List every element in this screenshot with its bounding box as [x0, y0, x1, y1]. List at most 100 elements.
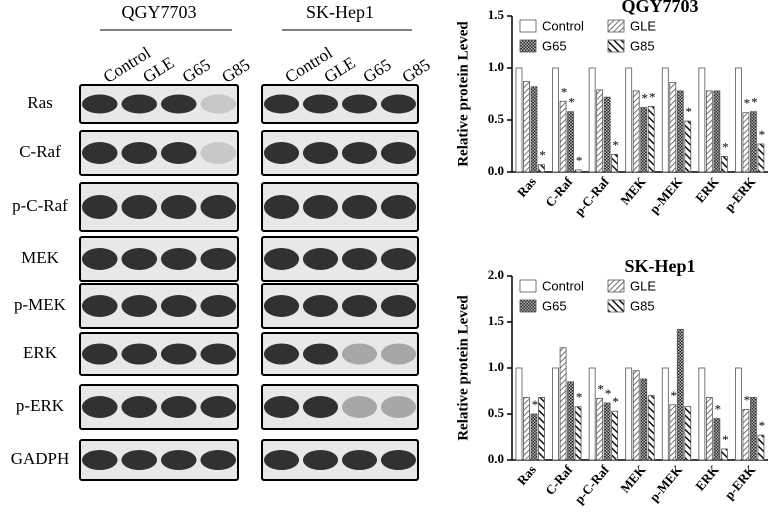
- blot-band: [302, 396, 339, 418]
- bar: [625, 367, 633, 461]
- significance-mark: *: [751, 95, 758, 110]
- blot-frame: [261, 384, 419, 430]
- blot-band: [160, 343, 197, 365]
- blot-row-label: GADPH: [11, 449, 70, 468]
- y-tick-label: 1.5: [488, 7, 505, 22]
- significance-mark: *: [744, 392, 751, 407]
- blot-row-label: ERK: [23, 343, 58, 362]
- bar: [720, 448, 728, 461]
- bar: [698, 367, 706, 461]
- blot-band: [263, 396, 300, 418]
- legend-swatch: [519, 19, 537, 33]
- bar: [632, 90, 640, 173]
- blot-band: [121, 295, 158, 317]
- bar: [676, 328, 684, 461]
- blot-frame: [261, 283, 419, 329]
- bar: [603, 402, 611, 461]
- blot-band: [341, 195, 378, 219]
- significance-mark: *: [612, 137, 619, 152]
- y-tick-label: 0.5: [488, 405, 505, 420]
- blot-band: [121, 142, 158, 164]
- bar: [515, 67, 523, 173]
- blot-band: [160, 94, 197, 114]
- legend-label: GLE: [630, 278, 656, 293]
- blot-band: [121, 396, 158, 418]
- blot-band: [302, 142, 339, 164]
- blot-band: [200, 343, 237, 365]
- blot-frame: [79, 84, 239, 124]
- bar: [530, 86, 538, 173]
- blot-band: [341, 142, 378, 164]
- y-axis-label: Relative protein Leved: [455, 21, 471, 167]
- blot-frame: [79, 439, 239, 481]
- blot-band: [81, 450, 118, 470]
- bar: [750, 111, 757, 173]
- blot-frame: [79, 182, 239, 232]
- bar: [647, 395, 655, 461]
- bar: [538, 397, 545, 461]
- blot-frame: [79, 236, 239, 282]
- blot-band: [200, 248, 237, 270]
- significance-mark: *: [759, 418, 766, 433]
- x-tick-label: MEK: [617, 462, 649, 496]
- blot-frame: [261, 332, 419, 376]
- y-tick-label: 0.0: [488, 451, 504, 466]
- blot-band: [380, 195, 417, 219]
- significance-mark: *: [641, 91, 648, 106]
- blot-frame: [261, 439, 419, 481]
- x-tick-label: p-ERK: [721, 174, 759, 215]
- significance-mark: *: [722, 139, 729, 154]
- y-tick-label: 1.5: [488, 313, 505, 328]
- significance-mark: *: [532, 397, 539, 412]
- blot-band: [263, 450, 300, 470]
- significance-mark: *: [649, 89, 656, 104]
- bar: [538, 164, 545, 173]
- significance-mark: *: [722, 432, 729, 447]
- significance-mark: *: [597, 381, 604, 396]
- bar: [567, 111, 574, 173]
- bar: [742, 408, 750, 461]
- blot-band: [263, 295, 300, 317]
- blot-band: [160, 396, 197, 418]
- blot-band: [380, 94, 417, 114]
- blot-band: [341, 450, 378, 470]
- bar: [552, 367, 559, 461]
- bar: [750, 397, 757, 461]
- x-tick-label: p-MEK: [646, 174, 685, 217]
- chart-title: SK-Hep1: [624, 256, 695, 276]
- blot-band: [81, 94, 118, 114]
- blot-lane-label: G85: [218, 55, 253, 87]
- charts: QGY7703 Relative protein Leved 0.0 0.5 1.0 1.…: [455, 0, 768, 507]
- blot-row-label: Ras: [27, 93, 53, 112]
- bar: [611, 410, 619, 461]
- legend-swatch: [607, 39, 625, 53]
- bar: [588, 367, 596, 461]
- bar: [713, 90, 721, 173]
- bar: [735, 367, 742, 461]
- blot-band: [263, 195, 300, 219]
- blot-band: [380, 295, 417, 317]
- legend-label: G85: [630, 38, 655, 53]
- significance-mark: *: [568, 95, 575, 110]
- significance-mark: *: [759, 127, 766, 142]
- bar: [661, 367, 669, 461]
- y-axis-label: Relative protein Leved: [455, 295, 471, 441]
- bar: [669, 82, 677, 173]
- blot-band: [263, 343, 300, 365]
- significance-mark: *: [612, 394, 619, 409]
- blot-band: [81, 343, 118, 365]
- blot-lane-label: G65: [360, 55, 395, 87]
- x-tick-label: p-C-Raf: [571, 174, 612, 219]
- blot-frame: [79, 130, 239, 176]
- blot-band: [200, 396, 237, 418]
- bar: [757, 434, 765, 461]
- bar: [757, 143, 765, 173]
- blot-band: [302, 450, 339, 470]
- legend-label: G85: [630, 298, 655, 313]
- y-tick-label: 0.0: [488, 163, 504, 178]
- significance-mark: *: [686, 104, 693, 119]
- blot-band: [200, 295, 237, 317]
- legend-label: G65: [542, 38, 567, 53]
- blot-band: [263, 248, 300, 270]
